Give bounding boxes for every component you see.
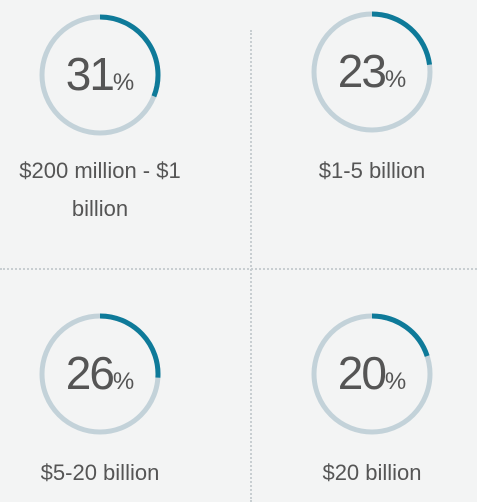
gauge-value: 23% xyxy=(292,48,452,94)
value-unit: % xyxy=(384,66,407,93)
gauge xyxy=(311,313,433,435)
gauge-arc xyxy=(99,14,161,98)
gauge-value: 26% xyxy=(20,350,180,396)
gauge-label: $200 million - $1 billion xyxy=(19,158,181,221)
value-unit: % xyxy=(112,69,135,96)
value-number: 23 xyxy=(337,45,387,97)
gauge-arc xyxy=(371,313,430,357)
gauge-label: $20 billion xyxy=(322,460,422,485)
gauge-value: 20% xyxy=(292,350,452,396)
gauge xyxy=(39,14,161,136)
value-number: 31 xyxy=(65,48,115,100)
gauge-value: 31% xyxy=(20,51,180,97)
divider xyxy=(250,30,252,502)
gauge-arc xyxy=(371,11,433,66)
value-number: 26 xyxy=(65,347,115,399)
gauge-label: $1-5 billion xyxy=(318,158,426,183)
gauge xyxy=(39,313,161,435)
gauge-label: $5-20 billion xyxy=(40,460,160,485)
gauge-arc xyxy=(99,313,161,378)
value-unit: % xyxy=(384,368,407,395)
value-number: 20 xyxy=(337,347,387,399)
divider xyxy=(0,268,477,270)
gauge xyxy=(311,11,433,133)
value-unit: % xyxy=(112,368,135,395)
